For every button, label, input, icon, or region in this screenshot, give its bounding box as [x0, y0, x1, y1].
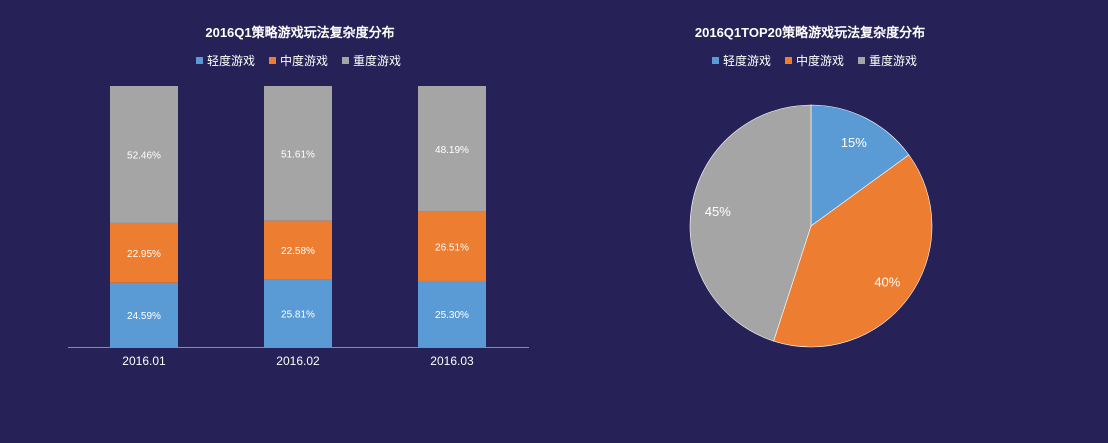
pie-legend-item-heavy: 重度游戏: [858, 52, 917, 69]
bar-chart-title: 2016Q1策略游戏玩法复杂度分布: [205, 25, 395, 40]
legend-swatch-heavy: [342, 57, 350, 64]
pie-legend-label-light: 轻度游戏: [723, 54, 772, 68]
x-tick-label: 2016.03: [430, 354, 474, 368]
bar-segment-light: [264, 279, 332, 347]
pie-panel: 2016Q1TOP20策略游戏玩法复杂度分布 轻度游戏 中度游戏 重度游戏 15…: [600, 0, 1108, 443]
bar-segment-light: [418, 280, 486, 347]
legend-item-light: 轻度游戏: [196, 52, 255, 69]
bar-segment-medium: [110, 222, 178, 283]
bar-segment-medium: [264, 220, 332, 280]
pie-legend-swatch-heavy: [858, 57, 866, 64]
bar-segment-light: [110, 282, 178, 347]
stacked-bar-chart: 24.59% 22.95% 52.46% 2016.01 25.81% 22.58% 51.…: [68, 86, 529, 368]
legend-label-heavy: 重度游戏: [353, 54, 402, 68]
pie-slice-light: [810, 104, 910, 227]
bar-data-label: 22.58%: [281, 246, 315, 257]
legend-label-light: 轻度游戏: [207, 54, 256, 68]
bar-data-label: 48.19%: [435, 145, 469, 156]
legend-label-medium: 中度游戏: [280, 54, 329, 68]
bar-segment-medium: [418, 211, 486, 281]
pie-legend-label-heavy: 重度游戏: [869, 54, 918, 68]
legend-swatch-medium: [269, 57, 277, 64]
bar-chart-legend: 轻度游戏 中度游戏 重度游戏: [196, 52, 401, 69]
pie-chart: 15% 40% 45%: [689, 104, 933, 348]
stacked-bar-panel: 2016Q1策略游戏玩法复杂度分布 轻度游戏 中度游戏 重度游戏 24.59% 2…: [68, 25, 529, 368]
pie-slice-heavy: [689, 104, 812, 342]
bar-segment-heavy: [110, 86, 178, 223]
pie-data-label: 15%: [841, 135, 867, 150]
bar-data-label: 24.59%: [127, 311, 161, 322]
bar-data-label: 26.51%: [435, 242, 469, 253]
pie-legend-item-light: 轻度游戏: [712, 52, 771, 69]
pie-legend-item-medium: 中度游戏: [785, 52, 844, 69]
bar-data-label: 51.61%: [281, 149, 315, 160]
legend-item-medium: 中度游戏: [269, 52, 328, 69]
x-tick-label: 2016.01: [122, 354, 166, 368]
bar-data-label: 22.95%: [127, 249, 161, 260]
bar-data-label: 25.81%: [281, 309, 315, 320]
legend-item-heavy: 重度游戏: [342, 52, 401, 69]
bar-data-label: 52.46%: [127, 150, 161, 161]
x-tick-label: 2016.02: [276, 354, 320, 368]
pie-data-label: 45%: [705, 204, 731, 219]
bar-segment-heavy: [264, 86, 332, 221]
pie-legend-swatch-medium: [785, 57, 793, 64]
pie-data-label: 40%: [874, 274, 900, 289]
pie-slice-medium: [773, 154, 933, 348]
bar-segment-heavy: [418, 86, 486, 212]
bar-data-label: 25.30%: [435, 310, 469, 321]
pie-chart-legend: 轻度游戏 中度游戏 重度游戏: [712, 52, 917, 69]
pie-chart-title: 2016Q1TOP20策略游戏玩法复杂度分布: [694, 25, 926, 40]
pie-legend-label-medium: 中度游戏: [796, 54, 845, 68]
pie-legend-swatch-light: [712, 57, 719, 64]
legend-swatch-light: [196, 57, 203, 64]
